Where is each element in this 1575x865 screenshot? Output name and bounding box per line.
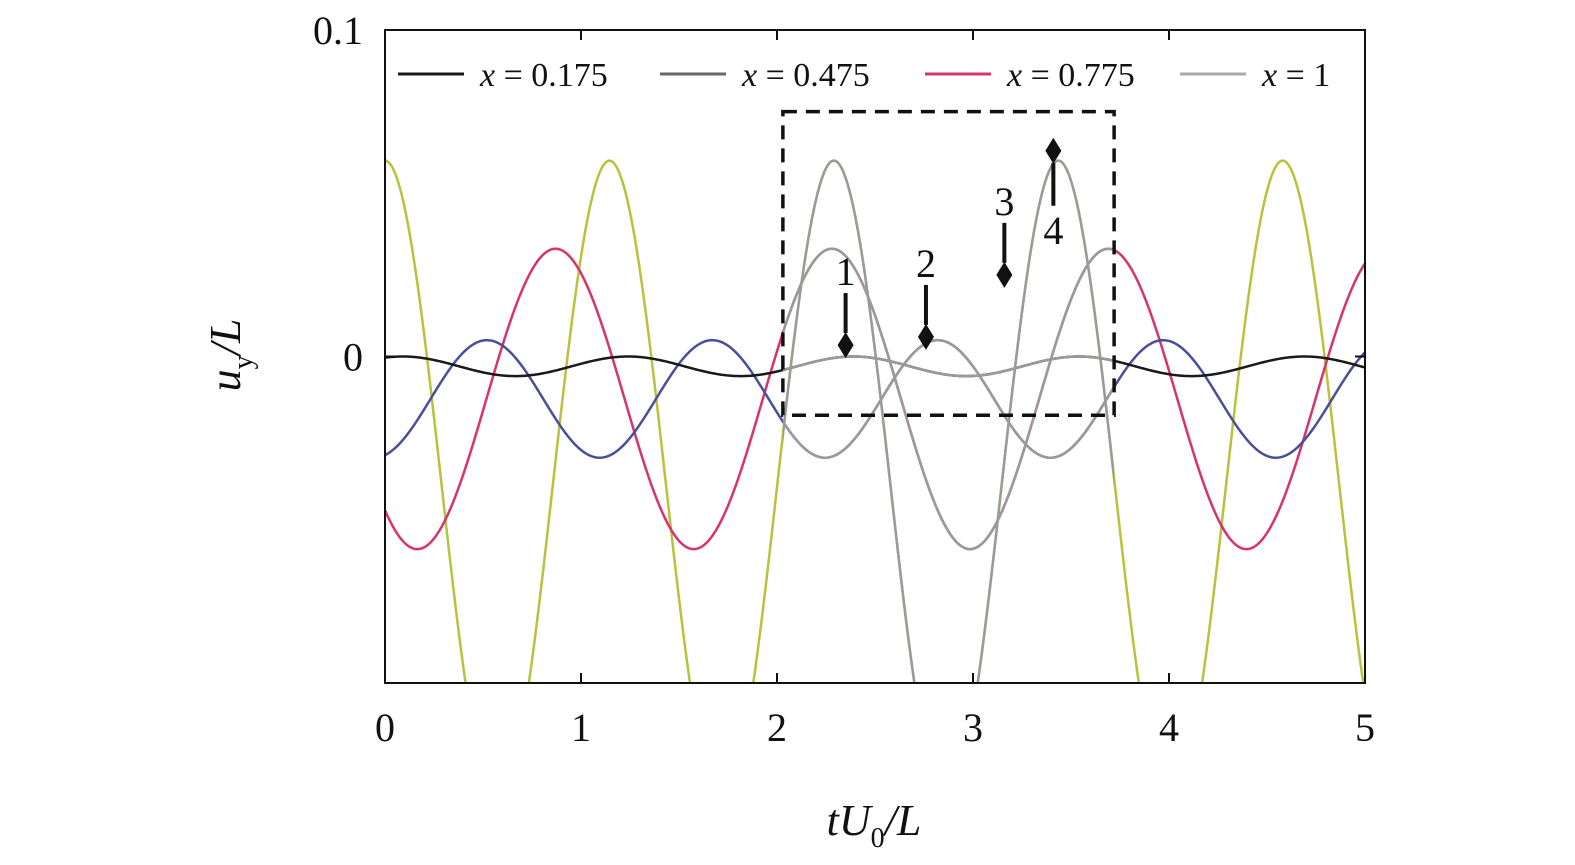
marker-label: 2	[916, 241, 936, 286]
marker-diamond	[1045, 137, 1062, 164]
series-line-4	[385, 159, 1365, 683]
x-tick-label: 3	[963, 705, 983, 750]
x-tick-label: 0	[375, 705, 395, 750]
x-axis-title: tU0/L	[827, 796, 922, 854]
y-axis-title: uy/L	[201, 319, 259, 392]
series-line-3	[385, 247, 1365, 551]
peak-markers: 1 2 34	[836, 137, 1063, 359]
x-tick-label: 1	[571, 705, 591, 750]
marker-label: 4	[1043, 208, 1063, 253]
highlighted-curves	[782, 159, 1115, 683]
x-tick-label: 2	[767, 705, 787, 750]
x-tick-label: 4	[1159, 705, 1179, 750]
y-axis-ticks: 00.1	[313, 8, 1365, 380]
x-tick-label: 5	[1355, 705, 1375, 750]
legend: x = 0.175 x = 0.475 x = 0.775 x = 1	[398, 57, 1330, 94]
series-line-highlight-3	[782, 247, 1115, 551]
marker-diamond	[996, 261, 1013, 288]
series-line-highlight-1	[782, 355, 1115, 378]
legend-label: x = 0.775	[1006, 57, 1135, 94]
marker-diamond	[837, 332, 854, 359]
y-tick-label: 0.1	[313, 8, 363, 53]
legend-label: x = 0.475	[741, 57, 870, 94]
highlight-box	[781, 109, 1116, 418]
marker-label: 1	[836, 249, 856, 294]
y-tick-label: 0	[343, 335, 363, 380]
marker-label: 3	[994, 179, 1014, 224]
legend-label: x = 0.175	[479, 57, 608, 94]
series-line-highlight-4	[782, 159, 1115, 683]
series-line-highlight-2	[782, 338, 1115, 459]
legend-label: x = 1	[1261, 57, 1330, 94]
series-curves	[385, 159, 1365, 683]
marker-diamond	[917, 323, 934, 350]
